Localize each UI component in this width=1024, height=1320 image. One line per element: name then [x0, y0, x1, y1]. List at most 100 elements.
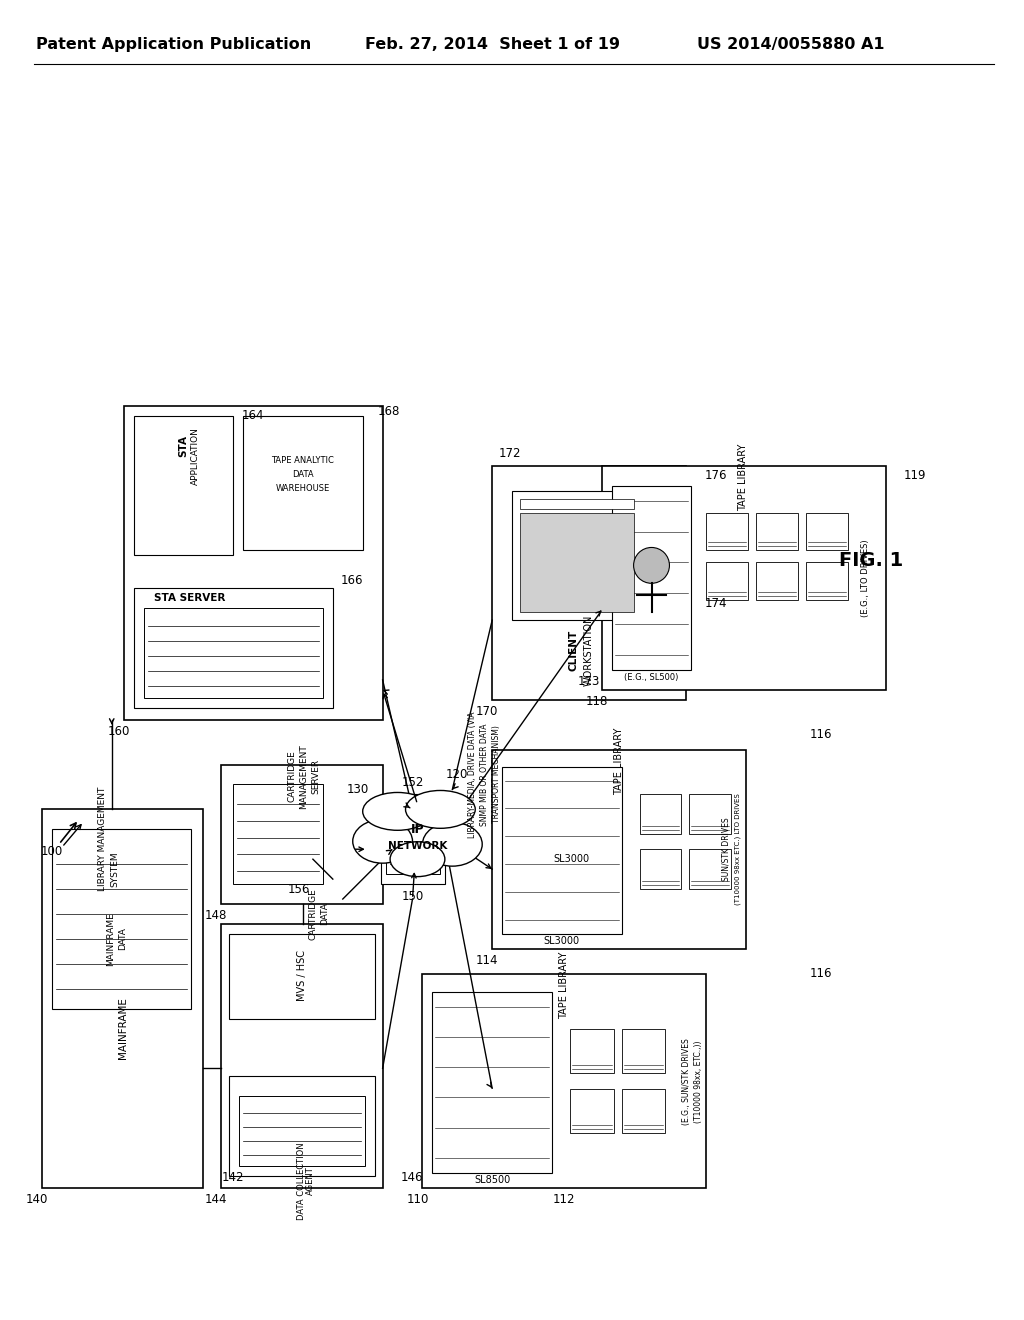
FancyBboxPatch shape — [756, 562, 798, 601]
FancyBboxPatch shape — [512, 491, 642, 620]
FancyBboxPatch shape — [233, 784, 323, 884]
Ellipse shape — [373, 803, 462, 857]
Text: TAPE LIBRARY: TAPE LIBRARY — [559, 952, 569, 1019]
Ellipse shape — [406, 791, 475, 829]
FancyBboxPatch shape — [386, 809, 440, 874]
Text: MAINFRAME: MAINFRAME — [106, 912, 116, 966]
FancyBboxPatch shape — [622, 1089, 666, 1133]
Text: MAINFRAME: MAINFRAME — [118, 998, 128, 1060]
FancyBboxPatch shape — [134, 416, 233, 556]
Text: 164: 164 — [242, 409, 264, 422]
FancyBboxPatch shape — [602, 466, 886, 690]
Text: 170: 170 — [476, 705, 499, 718]
FancyBboxPatch shape — [134, 589, 333, 708]
Text: Patent Application Publication: Patent Application Publication — [36, 37, 311, 51]
FancyBboxPatch shape — [52, 829, 191, 1008]
Text: 142: 142 — [221, 1171, 244, 1184]
Text: 150: 150 — [401, 890, 424, 903]
FancyBboxPatch shape — [689, 795, 731, 834]
Text: 116: 116 — [810, 968, 833, 981]
FancyBboxPatch shape — [622, 1030, 666, 1073]
Ellipse shape — [352, 820, 413, 863]
Text: SL3000: SL3000 — [544, 936, 580, 946]
Circle shape — [634, 548, 670, 583]
Text: 176: 176 — [705, 469, 727, 482]
Text: 172: 172 — [499, 447, 521, 461]
Text: 140: 140 — [26, 1193, 48, 1206]
FancyBboxPatch shape — [806, 512, 848, 550]
Text: 130: 130 — [346, 783, 369, 796]
Ellipse shape — [423, 822, 482, 866]
Text: 100: 100 — [41, 845, 63, 858]
Text: 116: 116 — [810, 729, 833, 742]
Text: WORKSTATION: WORKSTATION — [584, 614, 594, 685]
Text: 146: 146 — [400, 1171, 423, 1184]
Text: CARTRIDGE: CARTRIDGE — [308, 888, 317, 940]
Text: IP: IP — [411, 822, 424, 836]
Text: SERVER: SERVER — [403, 795, 412, 824]
FancyBboxPatch shape — [423, 974, 707, 1188]
Text: LIBRARY-MEDIA, DRIVE DATA (VIA: LIBRARY-MEDIA, DRIVE DATA (VIA — [468, 711, 477, 838]
FancyBboxPatch shape — [611, 486, 691, 671]
FancyBboxPatch shape — [640, 849, 681, 890]
FancyBboxPatch shape — [520, 512, 634, 612]
Text: 156: 156 — [288, 883, 310, 895]
FancyBboxPatch shape — [240, 1096, 365, 1166]
FancyBboxPatch shape — [520, 499, 634, 508]
Text: SL3000: SL3000 — [554, 854, 590, 865]
Text: 144: 144 — [205, 1193, 227, 1206]
Text: CARTRIDGE: CARTRIDGE — [288, 751, 297, 803]
Ellipse shape — [362, 792, 432, 830]
FancyBboxPatch shape — [756, 512, 798, 550]
Text: 118: 118 — [586, 696, 608, 709]
Text: (T10000 98xx, ETC.,)): (T10000 98xx, ETC.,)) — [694, 1040, 702, 1122]
FancyBboxPatch shape — [124, 407, 383, 719]
Text: (E.G., LTO DRIVES): (E.G., LTO DRIVES) — [861, 540, 870, 618]
FancyBboxPatch shape — [502, 767, 622, 933]
Text: SUN/STK DRIVES: SUN/STK DRIVES — [722, 817, 731, 880]
Text: 114: 114 — [476, 954, 499, 968]
Text: TRANSPORT MECHANISM): TRANSPORT MECHANISM) — [492, 726, 501, 824]
Text: DATA: DATA — [321, 903, 330, 925]
Text: STA SERVER: STA SERVER — [154, 593, 225, 603]
FancyBboxPatch shape — [143, 609, 323, 698]
Text: 112: 112 — [553, 1193, 575, 1206]
FancyBboxPatch shape — [221, 924, 383, 1188]
Text: 119: 119 — [903, 469, 926, 482]
Ellipse shape — [390, 842, 444, 876]
Text: DATA: DATA — [292, 470, 313, 479]
FancyBboxPatch shape — [42, 809, 204, 1188]
Text: TAPE LIBRARY: TAPE LIBRARY — [738, 444, 749, 511]
Text: SERVER: SERVER — [311, 759, 321, 795]
Text: NETWORK: NETWORK — [388, 841, 447, 851]
Text: 173: 173 — [578, 676, 600, 689]
Text: ACSLS: ACSLS — [414, 797, 423, 821]
FancyBboxPatch shape — [689, 849, 731, 890]
FancyBboxPatch shape — [229, 933, 375, 1019]
Text: (T10000 98xx ETC.) LTO DRIVES: (T10000 98xx ETC.) LTO DRIVES — [735, 793, 741, 906]
Text: (E.G., SUN/STK DRIVES: (E.G., SUN/STK DRIVES — [682, 1038, 691, 1125]
FancyBboxPatch shape — [569, 1030, 613, 1073]
FancyBboxPatch shape — [229, 1076, 375, 1176]
Text: Feb. 27, 2014  Sheet 1 of 19: Feb. 27, 2014 Sheet 1 of 19 — [365, 37, 620, 51]
FancyBboxPatch shape — [493, 750, 746, 949]
FancyBboxPatch shape — [432, 991, 552, 1173]
Text: TAPE LIBRARY: TAPE LIBRARY — [613, 727, 624, 795]
Text: SNMP MIB OR OTHER DATA: SNMP MIB OR OTHER DATA — [479, 723, 488, 826]
FancyBboxPatch shape — [707, 562, 749, 601]
Text: 148: 148 — [205, 909, 227, 923]
Text: SYSTEM: SYSTEM — [111, 851, 119, 887]
Text: DATA: DATA — [118, 928, 127, 950]
Text: MANAGEMENT: MANAGEMENT — [299, 744, 308, 809]
Text: SL8500: SL8500 — [474, 1175, 510, 1185]
Text: AGENT: AGENT — [306, 1167, 315, 1195]
Text: STA: STA — [178, 434, 188, 457]
FancyBboxPatch shape — [569, 1089, 613, 1133]
Text: FIG. 1: FIG. 1 — [839, 550, 903, 570]
FancyBboxPatch shape — [707, 512, 749, 550]
Text: WAREHOUSE: WAREHOUSE — [275, 484, 330, 494]
FancyBboxPatch shape — [640, 795, 681, 834]
FancyBboxPatch shape — [806, 562, 848, 601]
Text: LIBRARY MANAGEMENT: LIBRARY MANAGEMENT — [98, 787, 108, 891]
Text: US 2014/0055880 A1: US 2014/0055880 A1 — [697, 37, 885, 51]
